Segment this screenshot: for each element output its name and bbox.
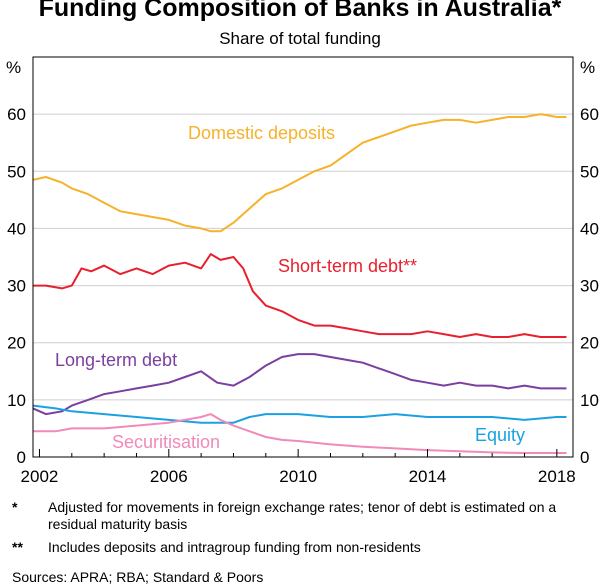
series-label: Securitisation xyxy=(112,432,220,452)
y-tick-label-right: 60 xyxy=(580,105,599,124)
plot-frame xyxy=(32,56,574,458)
y-tick-label-right: 30 xyxy=(580,277,599,296)
series-line-securitisation xyxy=(33,413,567,454)
x-tick-label: 2006 xyxy=(150,467,188,486)
line-chart: 0 0 10 10 20 20 30 30 40 40 50 50 60 60% % 2002 2006 2010… xyxy=(6,56,599,486)
series-layer xyxy=(32,113,567,454)
chart-title: Funding Composition of Banks in Australi… xyxy=(38,0,562,22)
frame-layer xyxy=(32,56,574,458)
y-tick-label-left: 40 xyxy=(7,219,26,238)
series-label: Equity xyxy=(475,425,525,445)
x-tick-label: 2014 xyxy=(409,467,447,486)
series-line-long-term-debt xyxy=(32,353,567,416)
x-tick-label: 2002 xyxy=(21,467,59,486)
x-tick-label: 2018 xyxy=(538,467,576,486)
y-axis-label-right: % xyxy=(580,58,595,77)
x-tick-label: 2010 xyxy=(279,467,317,486)
y-tick-label-right: 0 xyxy=(580,448,589,467)
y-tick-label-left: 50 xyxy=(7,162,26,181)
footnote-mark: ** xyxy=(12,539,23,555)
footnote-text: Adjusted for movements in foreign exchan… xyxy=(48,499,557,532)
series-label: Long-term debt xyxy=(55,350,177,370)
y-tick-label-right: 40 xyxy=(580,219,599,238)
footnote-mark: * xyxy=(12,499,18,515)
y-tick-label-left: 0 xyxy=(17,448,26,467)
y-tick-label-right: 20 xyxy=(580,334,599,353)
footnote-1: * Adjusted for movements in foreign exch… xyxy=(12,499,592,533)
series-label: Short-term debt** xyxy=(278,256,417,276)
footnote-2: ** Includes deposits and intragroup fund… xyxy=(12,539,592,556)
series-line-short-term-debt xyxy=(33,253,567,338)
y-axis-label-left: % xyxy=(6,58,21,77)
series-label: Domestic deposits xyxy=(188,123,335,143)
footnotes: * Adjusted for movements in foreign exch… xyxy=(12,499,592,562)
y-tick-label-left: 30 xyxy=(7,277,26,296)
footnote-text: Includes deposits and intragroup funding… xyxy=(48,539,421,555)
y-tick-label-left: 60 xyxy=(7,105,26,124)
y-tick-label-right: 10 xyxy=(580,391,599,410)
y-tick-label-left: 20 xyxy=(7,334,26,353)
chart-subtitle: Share of total funding xyxy=(219,29,381,48)
label-layer: 0 0 10 10 20 20 30 30 40 40 50 50 60 60% % 2002 2006 2010… xyxy=(6,58,599,486)
y-tick-label-right: 50 xyxy=(580,162,599,181)
sources-note: Sources: APRA; RBA; Standard & Poors xyxy=(12,569,264,585)
series-line-domestic-deposits xyxy=(32,113,567,233)
y-tick-label-left: 10 xyxy=(7,391,26,410)
series-line-equity xyxy=(32,404,567,424)
grid-layer xyxy=(33,113,573,401)
